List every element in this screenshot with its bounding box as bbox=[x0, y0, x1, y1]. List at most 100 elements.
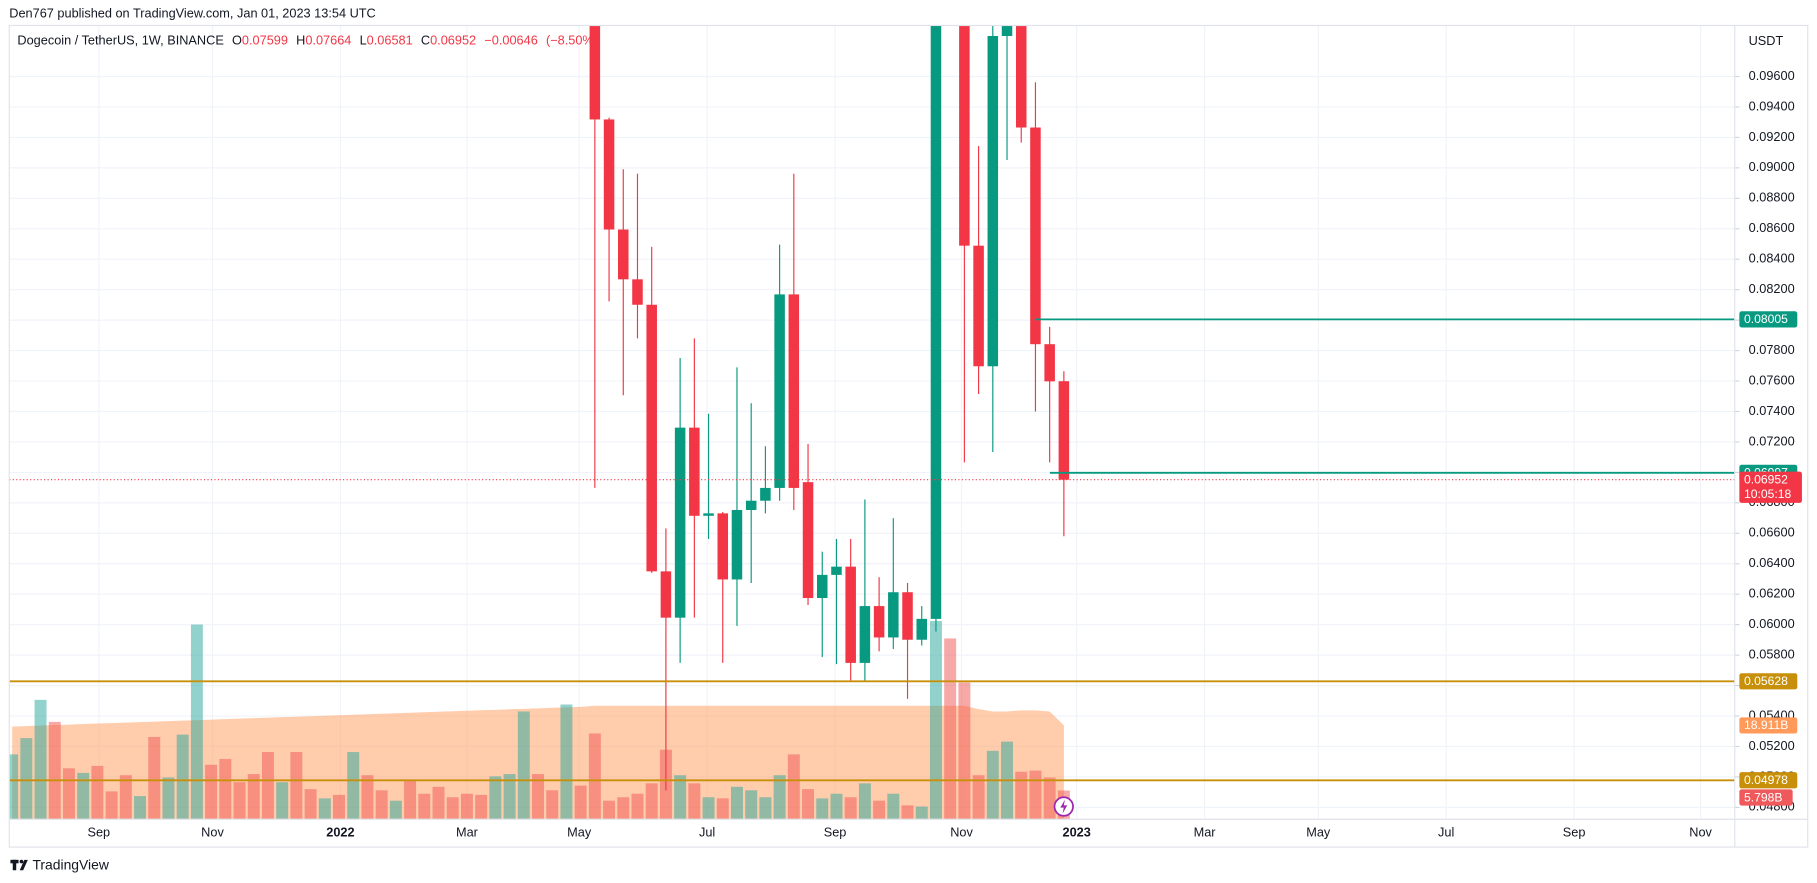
candle-body bbox=[1001, 25, 1013, 36]
ohlc-key: L bbox=[360, 33, 367, 48]
volume-bar bbox=[1015, 771, 1028, 820]
volume-bar bbox=[446, 797, 459, 820]
volume-bar bbox=[63, 768, 75, 820]
volume-bar bbox=[276, 782, 289, 820]
volume-bar bbox=[958, 682, 971, 820]
volume-bar bbox=[389, 800, 402, 820]
candle-body bbox=[674, 427, 686, 618]
volume-bar bbox=[304, 789, 317, 820]
plot-area bbox=[9, 25, 1070, 820]
candle-body bbox=[618, 229, 629, 280]
y-tick-label: 0.06200 bbox=[1749, 586, 1795, 601]
ohlc-value: 0.06581 bbox=[367, 33, 413, 48]
volume-bar bbox=[830, 793, 843, 820]
volume-bar bbox=[77, 772, 90, 820]
volume-bar bbox=[532, 774, 544, 820]
candle-body bbox=[660, 571, 672, 618]
volume-bar bbox=[759, 797, 772, 820]
ohlc-key: O bbox=[232, 33, 242, 48]
level-label: 0.04978 bbox=[1744, 773, 1788, 787]
volume-bar bbox=[219, 758, 232, 820]
volume-bar bbox=[233, 782, 246, 820]
volume-bar bbox=[375, 790, 388, 820]
volume-bar bbox=[731, 786, 743, 820]
x-tick-label: Sep bbox=[87, 825, 110, 840]
change-percent: (−8.50%) bbox=[546, 33, 598, 48]
candle-body bbox=[703, 513, 714, 516]
volume-bar bbox=[972, 775, 985, 820]
overlay-layer: 0.080050.069970.056280.049780.0695210:05… bbox=[9, 311, 1802, 806]
countdown-label: 10:05:18 bbox=[1744, 487, 1792, 501]
footer-brand: TradingView bbox=[32, 856, 109, 872]
candle-body bbox=[987, 35, 999, 367]
x-tick-label: Sep bbox=[824, 825, 847, 840]
candle-body bbox=[873, 606, 885, 638]
volume-label-box bbox=[1739, 789, 1793, 806]
volume-bar bbox=[816, 798, 829, 820]
x-tick-label: 2023 bbox=[1062, 825, 1090, 840]
volume-bar bbox=[105, 791, 118, 820]
y-tick-label: 0.08600 bbox=[1749, 220, 1795, 235]
volume-bar bbox=[787, 754, 800, 820]
volume-bar bbox=[9, 754, 19, 820]
volume-bar bbox=[475, 794, 488, 820]
volume-bar bbox=[560, 704, 573, 820]
volume-bar bbox=[91, 765, 104, 820]
ohlc-value: 0.06952 bbox=[430, 33, 476, 48]
y-tick-label: 0.07200 bbox=[1749, 433, 1795, 448]
x-tick-label: Sep bbox=[1563, 825, 1586, 840]
logo-mark bbox=[12, 859, 17, 871]
volume-bar bbox=[688, 783, 701, 820]
volume-bar bbox=[318, 798, 331, 820]
volume-bar bbox=[546, 790, 559, 820]
y-tick-label: 0.06600 bbox=[1749, 525, 1795, 540]
candle-body bbox=[632, 279, 643, 305]
volume-bar bbox=[887, 793, 900, 820]
volume-bar bbox=[176, 734, 189, 820]
volume-bar bbox=[290, 752, 303, 820]
volume-bar bbox=[631, 793, 644, 820]
ohlc-key: C bbox=[421, 33, 430, 48]
candle-body bbox=[888, 592, 899, 638]
volume-bar bbox=[915, 806, 928, 820]
y-tick-label: 0.08400 bbox=[1749, 251, 1795, 266]
volume-bar bbox=[674, 775, 687, 820]
last-price-box bbox=[1739, 471, 1802, 503]
ohlc-key: H bbox=[296, 33, 305, 48]
y-tick-label: 0.09000 bbox=[1749, 159, 1795, 174]
volume-bar bbox=[247, 774, 260, 820]
x-tick-label: Jul bbox=[1438, 825, 1454, 840]
candle-body bbox=[902, 592, 913, 640]
candle-body bbox=[973, 245, 984, 367]
candle-body bbox=[731, 510, 743, 580]
volume-ma-label: 18.911B bbox=[1744, 718, 1788, 732]
candle-body bbox=[959, 25, 970, 246]
candle-body bbox=[745, 500, 757, 511]
logo-mark bbox=[19, 859, 24, 864]
chart-frame bbox=[8, 24, 1809, 848]
volume-bar bbox=[432, 786, 445, 820]
candle-body bbox=[717, 513, 729, 580]
candle-body bbox=[831, 566, 842, 575]
candle-body bbox=[646, 304, 657, 572]
volume-bar bbox=[944, 638, 957, 820]
candle-body bbox=[845, 566, 856, 663]
candle-body bbox=[859, 606, 871, 663]
volume-bar bbox=[20, 738, 33, 820]
candle-body bbox=[689, 427, 700, 516]
volume-label: 5.798B bbox=[1744, 790, 1783, 804]
candle-body bbox=[1030, 127, 1041, 345]
volume-ma-area bbox=[12, 705, 1064, 820]
volume-bar bbox=[333, 794, 345, 820]
volume-bar bbox=[162, 777, 175, 820]
level-label: 0.05628 bbox=[1744, 674, 1788, 688]
volume-bar bbox=[929, 621, 942, 820]
x-tick-label: May bbox=[1306, 825, 1331, 840]
volume-bar bbox=[773, 775, 786, 820]
y-tick-label: 0.07800 bbox=[1749, 342, 1795, 357]
volume-bar bbox=[134, 796, 147, 820]
volume-bar bbox=[460, 793, 473, 820]
y-tick-label: 0.09400 bbox=[1749, 98, 1795, 113]
y-tick-label: 0.08800 bbox=[1749, 190, 1795, 205]
